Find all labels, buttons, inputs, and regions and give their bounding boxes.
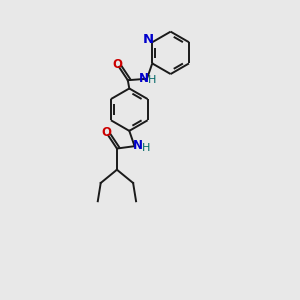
Text: O: O bbox=[102, 126, 112, 139]
Text: N: N bbox=[138, 72, 148, 85]
Text: N: N bbox=[143, 33, 154, 46]
Text: H: H bbox=[142, 142, 150, 153]
Text: N: N bbox=[133, 139, 143, 152]
Text: O: O bbox=[112, 58, 122, 70]
Text: H: H bbox=[148, 75, 156, 85]
